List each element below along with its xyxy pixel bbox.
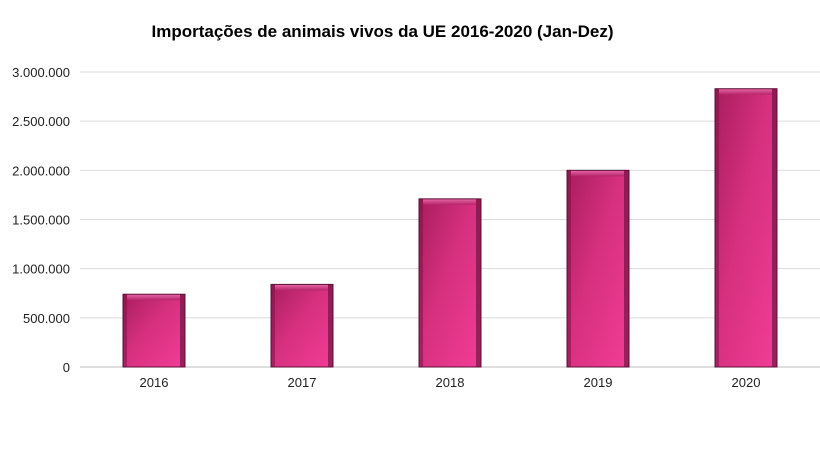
bar-2018 [418,198,482,368]
bar-top-bevel [275,284,328,291]
bar-left-edge [123,294,127,367]
y-tick-label: 3.000.000 [12,65,70,80]
y-tick-label: 1.500.000 [12,213,70,228]
bar-left-edge [567,170,571,367]
bar-top-bevel [127,294,180,301]
bar-right-edge [772,88,777,367]
y-tick-label: 2.000.000 [12,163,70,178]
x-tick-label: 2020 [732,375,761,390]
bar-right-edge [180,294,185,367]
bar-top-bevel [719,88,772,95]
bar-left-edge [715,88,719,367]
bar-top-bevel [423,198,476,205]
bar-body [419,198,481,367]
x-tick-label: 2016 [140,375,169,390]
bar-outline [566,169,630,368]
bar-body [715,88,777,367]
bar-right-edge [624,170,629,367]
bar-body [123,294,185,367]
x-tick-label: 2018 [436,375,465,390]
bar-outline [270,283,334,368]
bar-outline [714,88,778,368]
bar-outline [418,198,482,368]
bar-left-edge [419,198,423,367]
y-tick-label: 500.000 [23,311,70,326]
bar-right-edge [476,198,481,367]
bar-left-edge [271,284,275,367]
bar-2019 [566,169,630,368]
y-tick-label: 1.000.000 [12,262,70,277]
bar-outline [122,293,186,368]
y-tick-label: 0 [63,360,70,375]
bar-2020 [714,88,778,368]
bar-2017 [270,283,334,368]
bar-right-edge [328,284,333,367]
bar-top-bevel [571,170,624,177]
x-tick-label: 2019 [584,375,613,390]
chart-title: Importações de animais vivos da UE 2016-… [151,22,614,41]
bar-body [271,284,333,367]
bar-body [567,170,629,367]
x-tick-label: 2017 [288,375,317,390]
y-tick-label: 2.500.000 [12,114,70,129]
bar-2016 [122,293,186,368]
